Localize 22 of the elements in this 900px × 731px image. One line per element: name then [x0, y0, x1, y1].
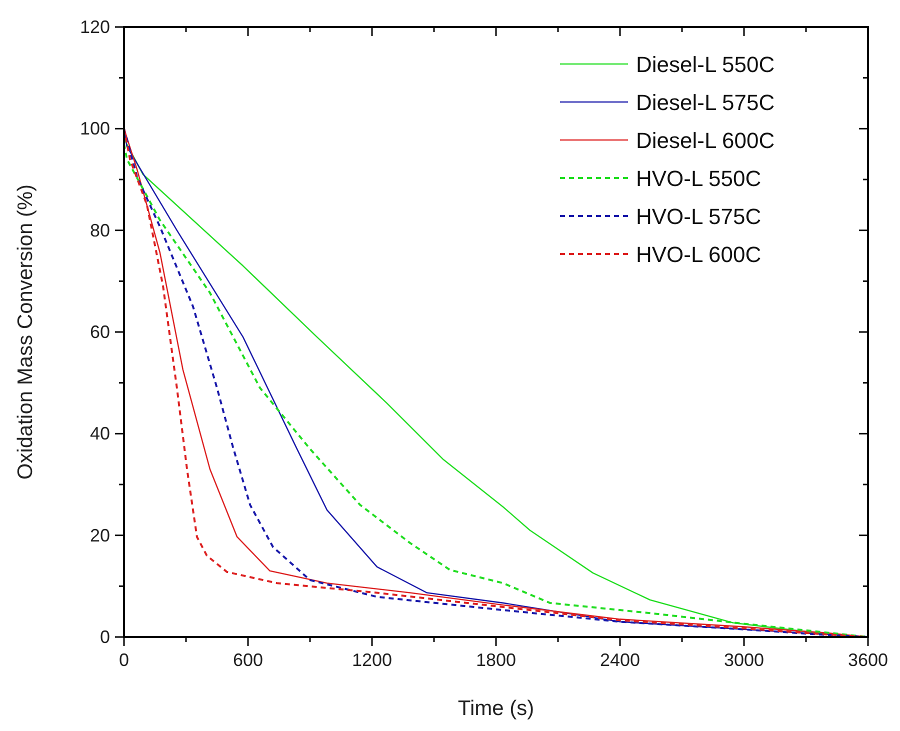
x-tick-label: 600 — [232, 650, 264, 670]
y-tick-label: 80 — [90, 220, 110, 240]
y-tick-label: 40 — [90, 424, 110, 444]
legend-label: Diesel-L 600C — [636, 128, 775, 153]
x-tick-label: 0 — [118, 650, 130, 670]
legend-label: HVO-L 550C — [636, 166, 762, 191]
x-axis-title: Time (s) — [458, 697, 534, 720]
y-tick-label: 120 — [80, 17, 110, 37]
legend-label: Diesel-L 575C — [636, 90, 775, 115]
x-tick-label: 1200 — [352, 650, 392, 670]
y-tick-label: 20 — [90, 525, 110, 546]
legend-label: Diesel-L 550C — [636, 52, 775, 77]
y-tick-label: 0 — [100, 627, 110, 647]
legend-label: HVO-L 600C — [636, 242, 762, 267]
x-tick-label: 3600 — [848, 650, 888, 670]
x-tick-label: 3000 — [724, 650, 764, 670]
legend-label: HVO-L 575C — [636, 204, 762, 229]
y-axis-title: Oxidation Mass Conversion (%) — [14, 184, 37, 480]
x-tick-label: 2400 — [600, 650, 640, 670]
y-tick-label: 100 — [80, 118, 110, 139]
y-tick-label: 60 — [90, 322, 110, 342]
x-tick-label: 1800 — [476, 650, 516, 670]
